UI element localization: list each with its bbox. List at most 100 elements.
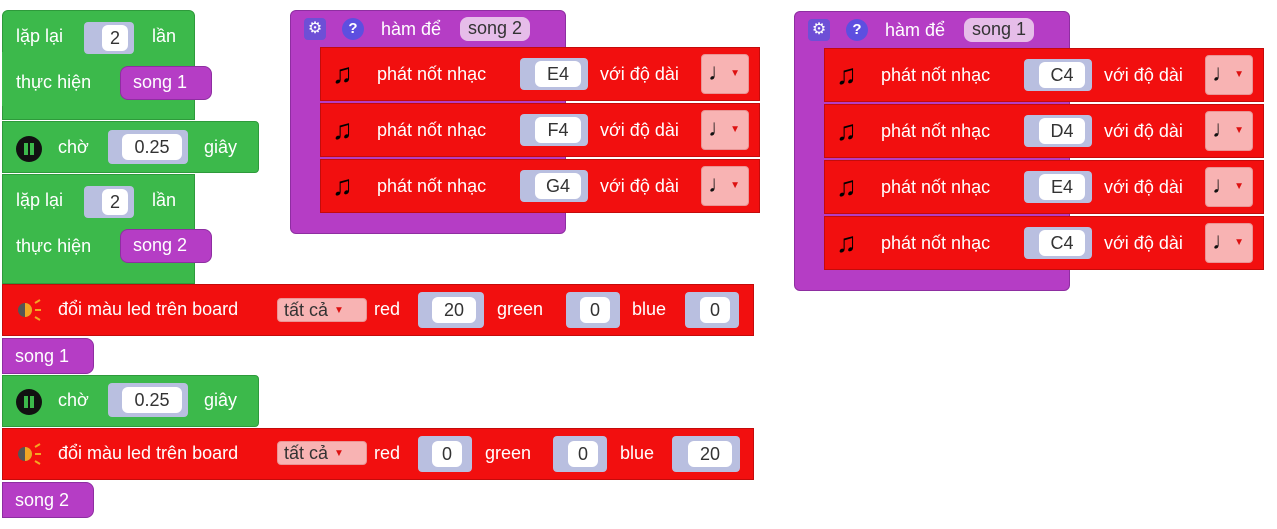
duration-dropdown[interactable]: ♩ ▼ — [1205, 167, 1253, 207]
duration-dropdown[interactable]: ♩ ▼ — [1205, 55, 1253, 95]
dropdown-arrow-icon: ▼ — [730, 68, 740, 79]
note-input[interactable]: D4 — [1039, 118, 1085, 144]
dropdown-arrow-icon: ▼ — [334, 448, 344, 460]
play-note-label: phát nốt nhạc — [881, 65, 991, 85]
duration-dropdown[interactable]: ♩ ▼ — [1205, 223, 1253, 263]
call-song-2-block[interactable]: song 2 — [120, 229, 212, 263]
duration-dropdown[interactable]: ♩ ▼ — [701, 166, 749, 206]
wait-label: chờ — [58, 137, 89, 157]
dropdown-arrow-icon: ▼ — [1234, 125, 1244, 136]
gear-icon[interactable]: ⚙ — [808, 19, 830, 41]
repeat-do-label: thực hiện — [16, 236, 92, 256]
function-name-field[interactable]: song 2 — [460, 17, 531, 41]
music-notes-icon: ♫ — [836, 227, 857, 258]
duration-label: với độ dài — [1104, 65, 1183, 85]
quarter-note-icon: ♩ — [708, 171, 732, 198]
quarter-note-icon: ♩ — [1212, 116, 1236, 143]
quarter-note-icon: ♩ — [708, 59, 732, 86]
quarter-note-icon: ♩ — [1212, 60, 1236, 87]
music-notes-icon: ♫ — [836, 115, 857, 146]
duration-label: với độ dài — [600, 64, 679, 84]
led-target-dropdown[interactable]: tất cả ▼ — [277, 441, 367, 465]
gear-icon[interactable]: ⚙ — [304, 18, 326, 40]
dropdown-arrow-icon: ▼ — [730, 180, 740, 191]
led-label: đổi màu led trên board — [58, 299, 239, 319]
pause-icon — [16, 136, 42, 162]
note-input[interactable]: F4 — [535, 117, 581, 143]
duration-label: với độ dài — [1104, 233, 1183, 253]
duration-dropdown[interactable]: ♩ ▼ — [1205, 111, 1253, 151]
led-target-value: tất cả — [284, 443, 329, 463]
play-note-label: phát nốt nhạc — [377, 64, 487, 84]
repeat-count-input[interactable]: 2 — [102, 25, 128, 51]
blue-label: blue — [632, 299, 667, 319]
music-notes-icon: ♫ — [332, 170, 353, 201]
blue-input[interactable]: 0 — [700, 297, 730, 323]
led-label: đổi màu led trên board — [58, 443, 239, 463]
duration-label: với độ dài — [600, 176, 679, 196]
function-header-label: hàm để — [885, 20, 946, 40]
note-input[interactable]: E4 — [535, 61, 581, 87]
note-input[interactable]: G4 — [535, 173, 581, 199]
green-input[interactable]: 0 — [568, 441, 598, 467]
duration-label: với độ dài — [1104, 177, 1183, 197]
play-note-label: phát nốt nhạc — [377, 120, 487, 140]
wait-seconds-input[interactable]: 0.25 — [122, 134, 182, 160]
play-note-label: phát nốt nhạc — [881, 177, 991, 197]
call-song-1-block[interactable]: song 1 — [2, 338, 94, 374]
led-color-block-2[interactable] — [2, 428, 754, 480]
dropdown-arrow-icon: ▼ — [1234, 237, 1244, 248]
pause-icon — [16, 389, 42, 415]
red-label: red — [374, 443, 401, 463]
red-input[interactable]: 0 — [432, 441, 462, 467]
duration-label: với độ dài — [600, 120, 679, 140]
green-input[interactable]: 0 — [580, 297, 610, 323]
led-icon — [18, 443, 41, 465]
quarter-note-icon: ♩ — [1212, 172, 1236, 199]
help-icon[interactable]: ? — [342, 18, 364, 40]
note-input[interactable]: C4 — [1039, 62, 1085, 88]
repeat-times-label: lần — [152, 190, 177, 210]
note-input[interactable]: E4 — [1039, 174, 1085, 200]
help-icon[interactable]: ? — [846, 19, 868, 41]
red-label: red — [374, 299, 401, 319]
dropdown-arrow-icon: ▼ — [334, 305, 344, 317]
wait-label: chờ — [58, 390, 89, 410]
note-input[interactable]: C4 — [1039, 230, 1085, 256]
play-note-label: phát nốt nhạc — [881, 233, 991, 253]
red-input[interactable]: 20 — [432, 297, 476, 323]
call-song-1-block[interactable]: song 1 — [120, 66, 212, 100]
led-icon — [18, 299, 41, 321]
repeat-label: lặp lại — [16, 26, 64, 46]
duration-label: với độ dài — [1104, 121, 1183, 141]
repeat-count-input[interactable]: 2 — [102, 189, 128, 215]
wait-seconds-input[interactable]: 0.25 — [122, 387, 182, 413]
duration-dropdown[interactable]: ♩ ▼ — [701, 54, 749, 94]
play-note-block[interactable] — [320, 103, 760, 157]
dropdown-arrow-icon: ▼ — [1234, 69, 1244, 80]
play-note-label: phát nốt nhạc — [377, 176, 487, 196]
play-note-block[interactable] — [824, 216, 1264, 270]
repeat-label: lặp lại — [16, 190, 64, 210]
call-song-2-block[interactable]: song 2 — [2, 482, 94, 518]
green-label: green — [485, 443, 532, 463]
led-color-block-1[interactable] — [2, 284, 754, 336]
wait-unit-label: giây — [204, 390, 238, 410]
repeat-times-label: lần — [152, 26, 177, 46]
blue-label: blue — [620, 443, 655, 463]
play-note-label: phát nốt nhạc — [881, 121, 991, 141]
music-notes-icon: ♫ — [836, 59, 857, 90]
quarter-note-icon: ♩ — [708, 115, 732, 142]
dropdown-arrow-icon: ▼ — [730, 124, 740, 135]
blue-input[interactable]: 20 — [688, 441, 732, 467]
repeat-do-label: thực hiện — [16, 72, 92, 92]
music-notes-icon: ♫ — [332, 58, 353, 89]
music-notes-icon: ♫ — [332, 114, 353, 145]
function-name-field[interactable]: song 1 — [964, 18, 1035, 42]
function-header-label: hàm để — [381, 19, 442, 39]
wait-unit-label: giây — [204, 137, 238, 157]
led-target-dropdown[interactable]: tất cả ▼ — [277, 298, 367, 322]
duration-dropdown[interactable]: ♩ ▼ — [701, 110, 749, 150]
green-label: green — [497, 299, 544, 319]
dropdown-arrow-icon: ▼ — [1234, 181, 1244, 192]
